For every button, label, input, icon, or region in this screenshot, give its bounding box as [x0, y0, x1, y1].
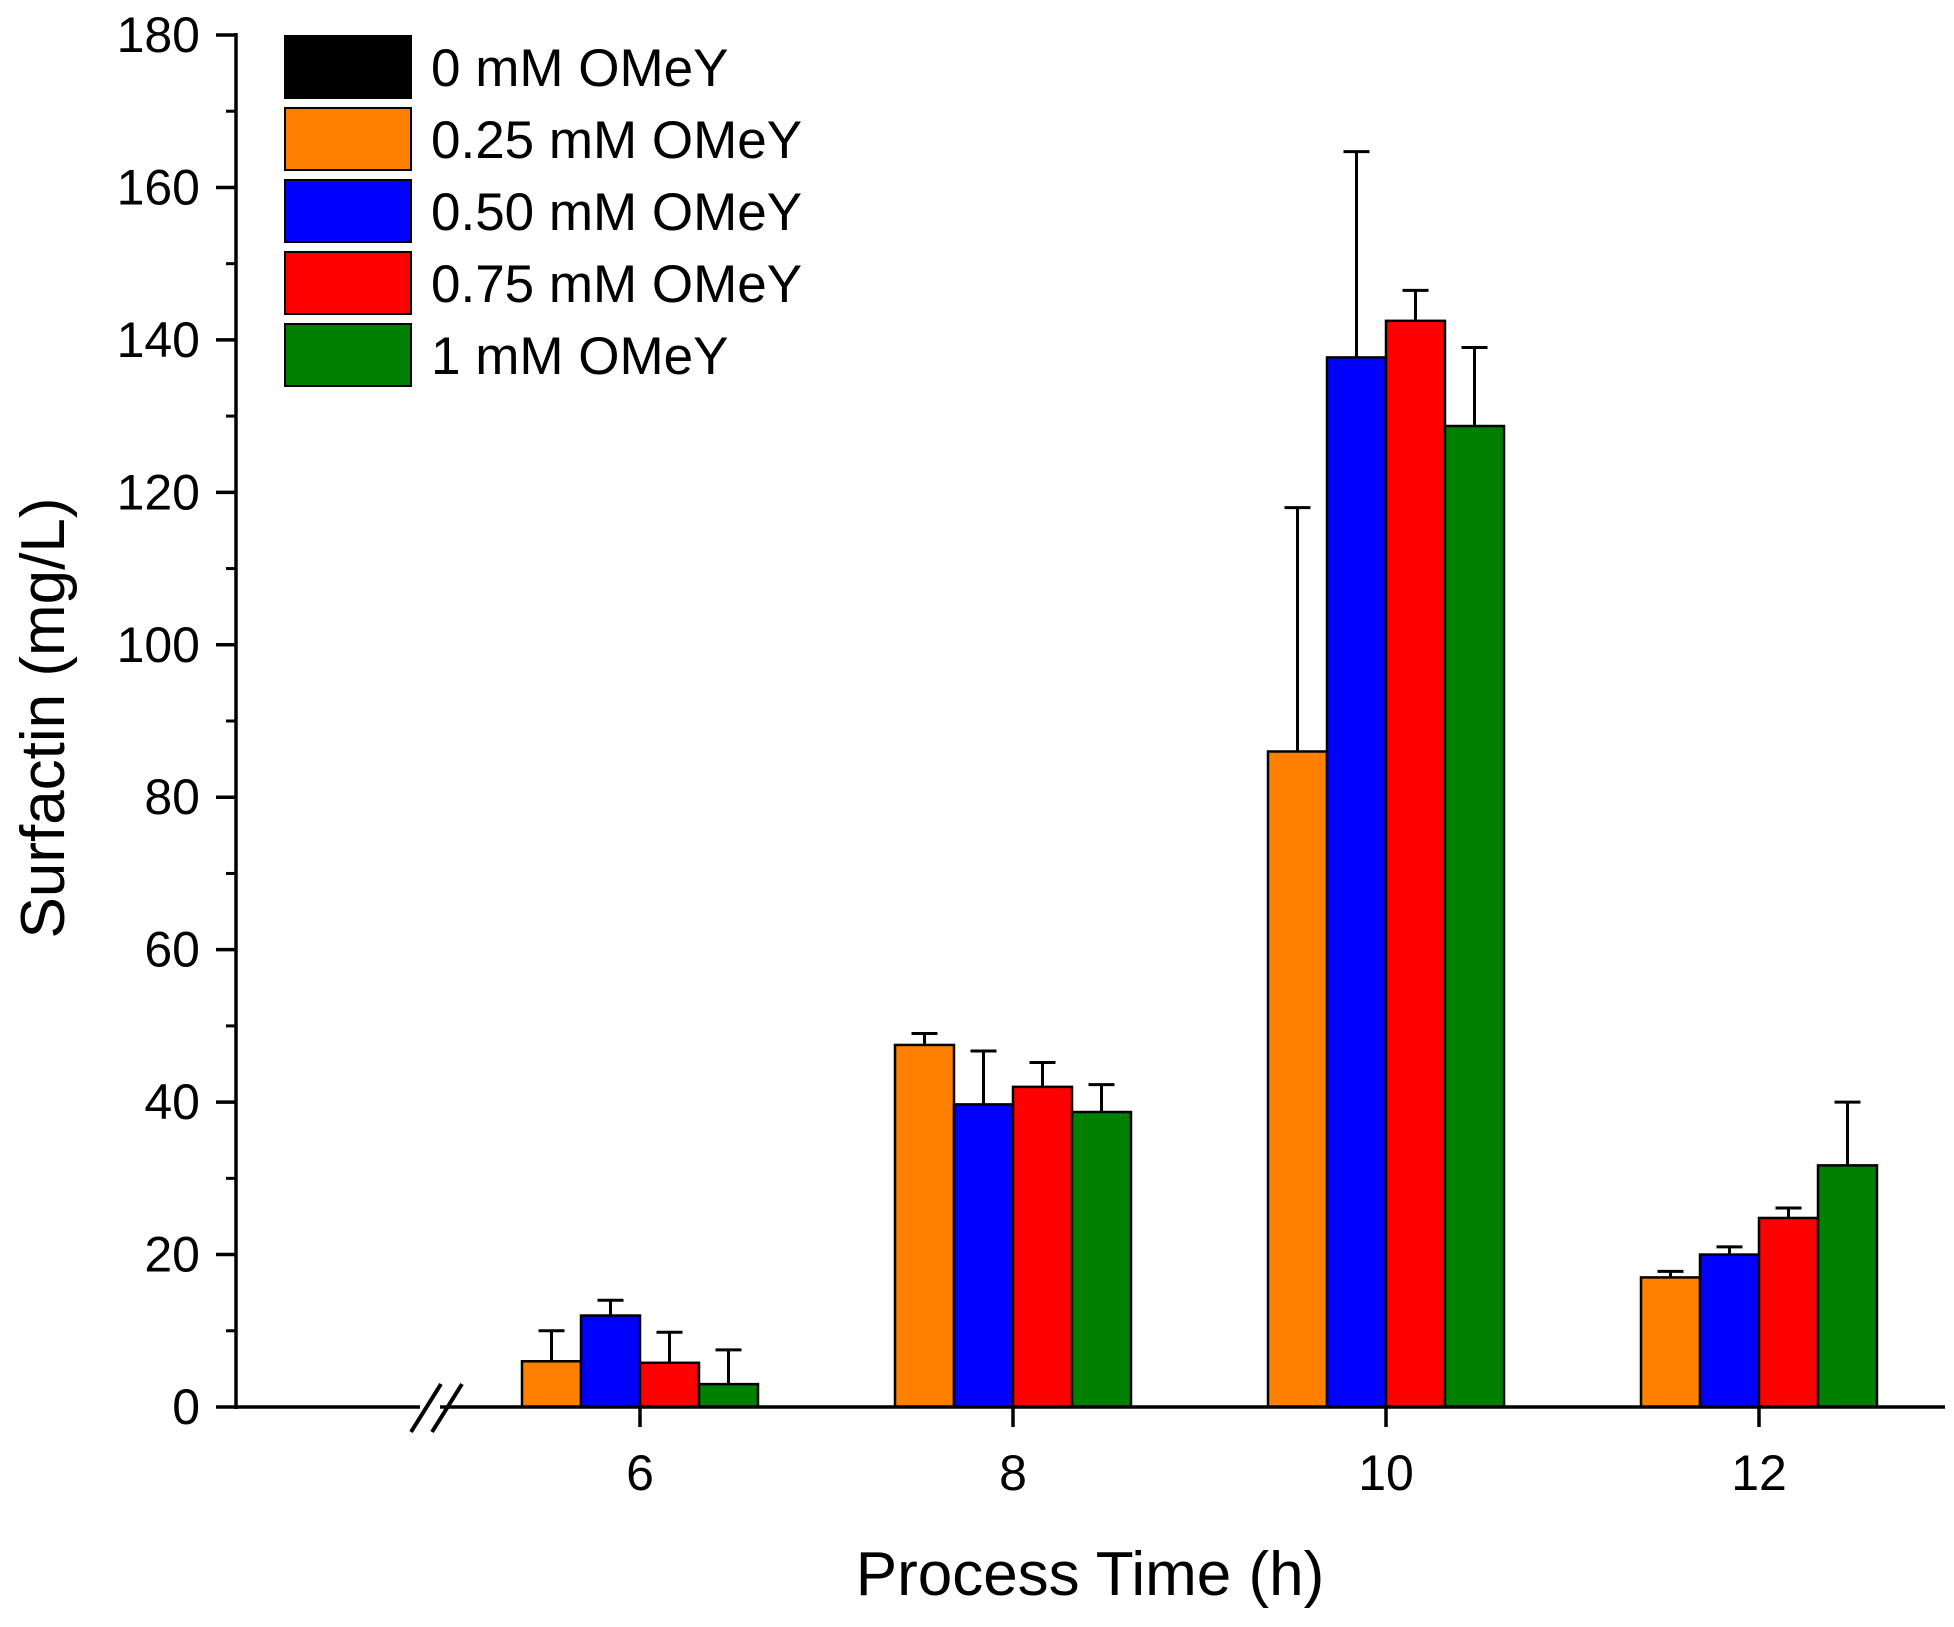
x-tick-label: 6	[626, 1445, 654, 1501]
bar	[1816, 1164, 1879, 1409]
bar	[697, 1382, 760, 1409]
y-tick-label: 180	[117, 7, 200, 63]
bar	[1325, 356, 1388, 1409]
x-tick-label: 10	[1358, 1445, 1414, 1501]
y-tick-label: 160	[117, 159, 200, 215]
legend-label: 1 mM OMeY	[431, 327, 728, 386]
y-tick-label: 140	[117, 312, 200, 368]
bar	[1266, 750, 1329, 1409]
legend-label: 0 mM OMeY	[431, 39, 728, 98]
bar	[1698, 1253, 1761, 1409]
y-tick-label: 100	[117, 617, 200, 673]
bar	[1639, 1276, 1702, 1409]
legend-label: 0.25 mM OMeY	[431, 111, 802, 170]
axis-break-mark	[430, 1382, 464, 1434]
legend-label: 0.50 mM OMeY	[431, 183, 802, 242]
bar	[893, 1043, 956, 1409]
bar	[1384, 319, 1447, 1409]
y-tick-label: 120	[117, 464, 200, 520]
bar	[952, 1103, 1015, 1409]
legend-swatch	[284, 35, 412, 99]
legend-swatch	[284, 251, 412, 315]
y-tick-label: 40	[144, 1074, 200, 1130]
legend-swatch	[284, 323, 412, 387]
y-tick-label: 0	[172, 1379, 200, 1435]
y-tick-label: 60	[144, 922, 200, 978]
bar	[638, 1361, 701, 1409]
legend-swatch	[284, 179, 412, 243]
y-axis-title: Surfactin (mg/L)	[9, 497, 78, 938]
x-axis-title: Process Time (h)	[856, 1540, 1325, 1609]
axes-layer: 0 20 40 60 80 100 120 140 160 180 6 8 10 12	[117, 7, 1945, 1501]
legend-swatch	[284, 107, 412, 171]
bar	[1070, 1110, 1133, 1409]
bars-layer	[520, 150, 1879, 1409]
legend-label: 0.75 mM OMeY	[431, 255, 802, 314]
bar	[579, 1314, 642, 1409]
bar	[1443, 424, 1506, 1409]
y-tick-label: 80	[144, 769, 200, 825]
bar	[1757, 1216, 1820, 1409]
x-tick-label: 8	[999, 1445, 1027, 1501]
axis-break-mark	[409, 1382, 443, 1434]
bar	[520, 1360, 583, 1409]
x-tick-label: 12	[1731, 1445, 1787, 1501]
y-tick-label: 20	[144, 1227, 200, 1283]
legend: 0 mM OMeY 0.25 mM OMeY 0.50 mM OMeY 0.75 mM…	[284, 35, 802, 387]
bar	[1011, 1085, 1074, 1409]
